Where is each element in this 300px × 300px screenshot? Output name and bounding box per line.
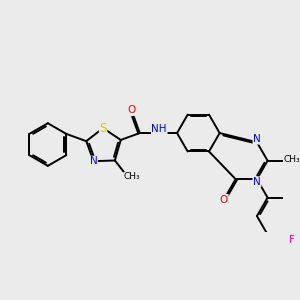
Text: S: S bbox=[99, 122, 107, 135]
Text: N: N bbox=[90, 156, 98, 166]
Text: N: N bbox=[253, 177, 261, 187]
Text: N: N bbox=[253, 134, 261, 144]
Text: NH: NH bbox=[152, 124, 167, 134]
Text: CH₃: CH₃ bbox=[284, 155, 300, 164]
Text: CH₃: CH₃ bbox=[124, 172, 140, 182]
Text: O: O bbox=[220, 194, 228, 205]
Text: O: O bbox=[128, 105, 136, 116]
Text: F: F bbox=[289, 235, 295, 245]
